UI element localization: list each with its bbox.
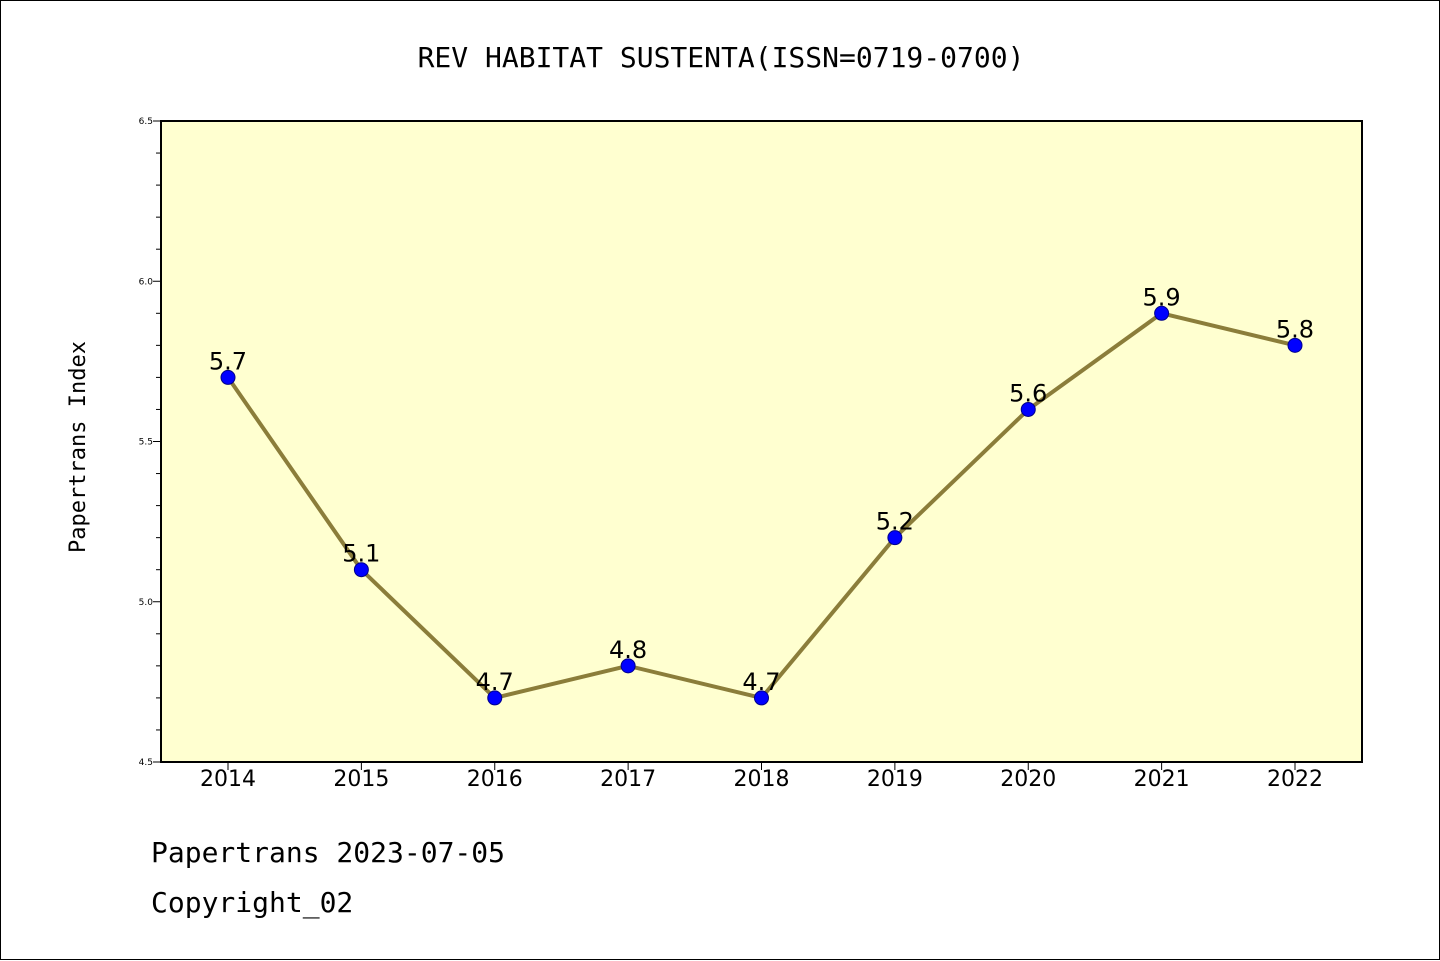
data-label: 5.8 [1276, 315, 1314, 343]
x-tick-label: 2021 [1134, 767, 1190, 792]
plot-area [160, 120, 1363, 763]
data-point-marker [754, 690, 769, 706]
data-label: 4.8 [609, 636, 647, 664]
y-axis: 4.5 5.0 5.5 6.0 6.5 [139, 117, 161, 768]
x-tick-label: 2015 [333, 767, 389, 792]
y-tick-label: 4.5 [139, 758, 153, 768]
x-tick-label: 2016 [467, 767, 523, 792]
x-tick-label: 2018 [734, 767, 790, 792]
y-tick-label: 5.0 [139, 598, 154, 608]
data-label: 4.7 [476, 668, 514, 696]
data-point-marker [887, 530, 903, 546]
data-label: 5.6 [1009, 379, 1047, 407]
data-point-marker [620, 658, 636, 674]
y-tick-label: 6.0 [139, 277, 154, 287]
data-label: 5.9 [1143, 283, 1181, 311]
data-label: 5.1 [342, 540, 380, 568]
x-axis: 2014 2015 2016 2017 2018 2019 2020 2021 2022 [200, 762, 1323, 792]
data-label: 5.2 [876, 508, 914, 536]
data-point-marker [220, 369, 236, 385]
data-label: 5.7 [209, 347, 247, 375]
data-point-marker [353, 562, 369, 578]
x-tick-label: 2019 [867, 767, 923, 792]
marker-group [220, 305, 1303, 706]
y-tick-label: 6.5 [139, 117, 153, 127]
data-point-marker [1287, 337, 1303, 353]
footer-copyright-text: Copyright_02 [151, 886, 354, 919]
y-axis-label: Papertrans Index [66, 341, 91, 553]
x-tick-label: 2020 [1000, 767, 1056, 792]
data-point-marker [1020, 401, 1036, 417]
x-tick-label: 2017 [600, 767, 656, 792]
data-label-group: 5.7 5.1 4.7 4.8 4.7 5.2 5.6 5.9 5.8 [209, 283, 1314, 696]
footer-date-text: Papertrans 2023-07-05 [151, 836, 506, 869]
data-label: 4.7 [742, 668, 780, 696]
data-point-marker [487, 690, 503, 706]
x-tick-label: 2022 [1267, 767, 1323, 792]
data-point-marker [1154, 305, 1170, 321]
x-tick-label: 2014 [200, 767, 256, 792]
y-tick-label: 5.5 [139, 438, 153, 448]
chart-title: REV HABITAT SUSTENTA(ISSN=0719-0700) [418, 41, 1025, 74]
